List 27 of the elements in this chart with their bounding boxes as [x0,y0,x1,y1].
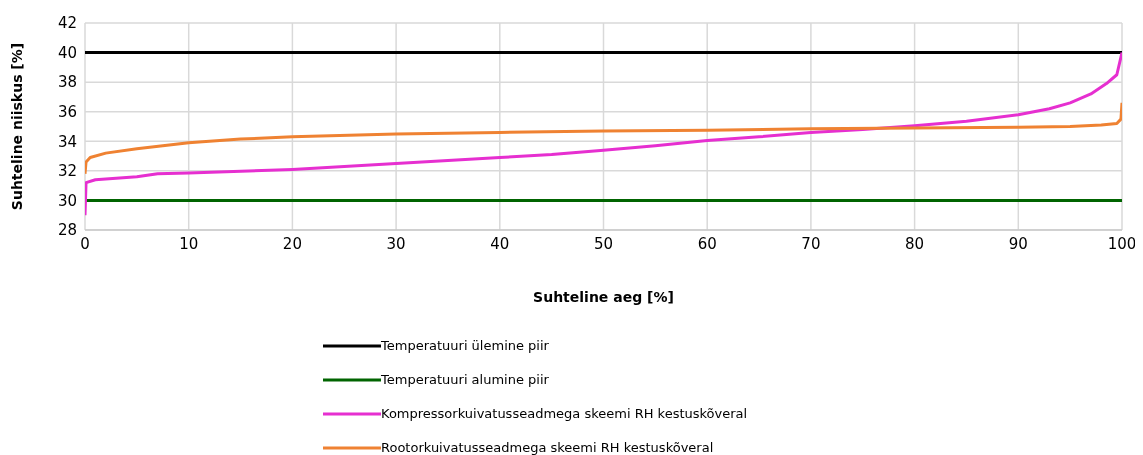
line-series [85,101,1122,176]
x-tick-label: 0 [80,234,90,253]
y-axis-title: Suhteline niiskus [%] [8,42,25,211]
x-tick-label: 80 [905,234,925,253]
y-tick-label: 34 [57,132,77,151]
x-tick-label: 30 [386,234,406,253]
legend-label: Temperatuuri alumine piir [381,372,549,387]
legend-label: Kompressorkuivatusseadmega skeemi RH kestuskõveral [381,406,748,421]
x-tick-label: 100 [1107,234,1137,253]
legend-label: Temperatuuri ülemine piir [381,338,549,353]
y-tick-label: 32 [57,162,77,181]
y-tick-label: 38 [57,73,77,92]
x-tick-label: 40 [490,234,510,253]
x-axis-title: Suhteline aeg [%] [533,289,674,305]
x-tick-label: 60 [697,234,717,253]
line-series [85,51,1122,217]
y-tick-label: 36 [57,103,77,122]
y-tick-label: 30 [57,191,77,210]
legend-label: Rootorkuivatusseadmega skeemi RH kestuskõveral [381,440,714,455]
y-tick-label: 40 [57,43,77,62]
x-tick-label: 20 [282,234,302,253]
x-tick-label: 70 [801,234,821,253]
y-tick-label: 28 [57,221,77,240]
x-tick-label: 50 [593,234,614,253]
x-tick-label: 10 [179,234,199,253]
x-tick-label: 90 [1008,234,1028,253]
y-tick-label: 42 [57,14,77,33]
